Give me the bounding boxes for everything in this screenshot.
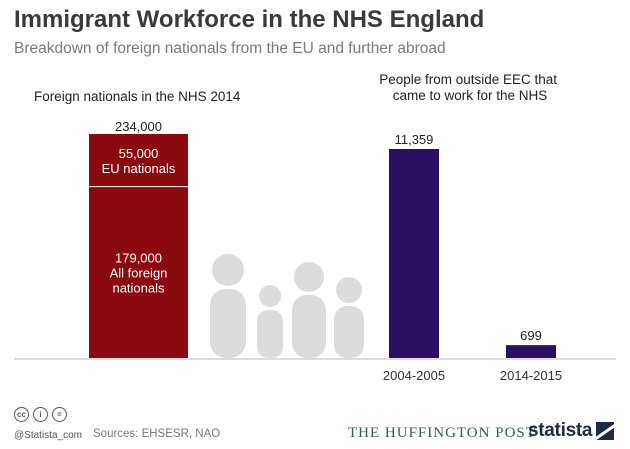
bar-value-label: 11,359 <box>395 132 434 147</box>
by-icon: i <box>33 407 48 422</box>
x-tick-label: 2014-2015 <box>500 368 562 383</box>
bar-value-label: 699 <box>520 328 542 343</box>
left-panel-title: Foreign nationals in the NHS 2014 <box>34 89 241 104</box>
x-tick-label: 2004-2005 <box>383 368 445 383</box>
segment-label-0-0: 179,000 <box>115 250 162 265</box>
segment-label-1-1: EU nationals <box>102 161 176 176</box>
right-panel-title-line-1: People from outside EEC that <box>379 72 557 87</box>
chart-area: Foreign nationals in the NHS 2014 People… <box>14 72 616 383</box>
right-panel-title-line-2: came to work for the NHS <box>393 88 548 103</box>
cc-icon: cc <box>14 407 29 422</box>
chart-subtitle: Breakdown of foreign nationals from the … <box>14 40 446 57</box>
sources-text: Sources: EHSESR, NAO <box>93 428 221 440</box>
chart-title: Immigrant Workforce in the NHS England <box>14 6 485 33</box>
stacked-segment-1 <box>89 134 188 187</box>
stacked-segment-0 <box>89 186 188 358</box>
bar-2004-2005 <box>389 149 439 358</box>
stack-total-label: 234,000 <box>115 119 162 134</box>
partner-logo: THE HUFFINGTON POST <box>348 425 536 441</box>
license-icons: cc i = <box>14 407 67 422</box>
nd-icon: = <box>52 407 67 422</box>
statista-wordmark: statista <box>528 420 593 441</box>
statista-handle: @Statista_com <box>14 430 82 441</box>
bar-2014-2015 <box>506 345 556 358</box>
segment-label-0-2: nationals <box>112 280 165 295</box>
segment-label-1-0: 55,000 <box>119 146 159 161</box>
bar-group: 11,359 2004-2005 699 2014-2015 <box>383 132 562 383</box>
people-silhouettes <box>210 254 364 358</box>
segment-label-0-1: All foreign <box>110 265 168 280</box>
statista-mark-icon <box>596 422 615 440</box>
statista-logo: statista <box>528 420 615 442</box>
right-panel-title: People from outside EEC that came to wor… <box>379 72 561 103</box>
